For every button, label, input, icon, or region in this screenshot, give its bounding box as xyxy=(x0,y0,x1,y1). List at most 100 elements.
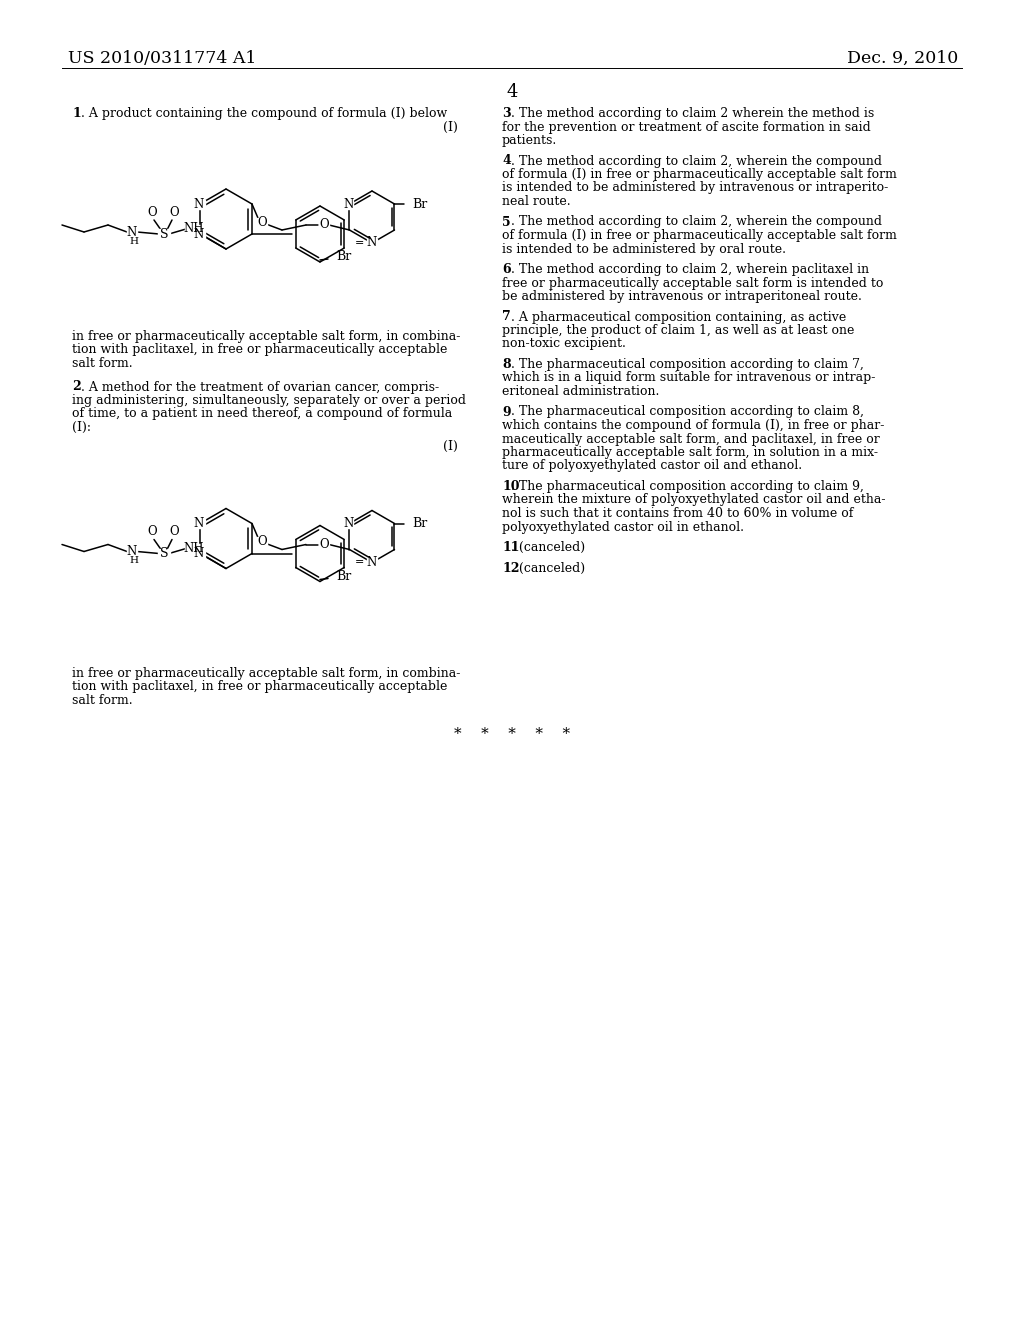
Text: tion with paclitaxel, in free or pharmaceutically acceptable: tion with paclitaxel, in free or pharmac… xyxy=(72,343,447,356)
Text: in free or pharmaceutically acceptable salt form, in combina-: in free or pharmaceutically acceptable s… xyxy=(72,667,461,680)
Bar xyxy=(127,546,137,556)
Text: Dec. 9, 2010: Dec. 9, 2010 xyxy=(847,50,958,67)
Text: ing administering, simultaneously, separately or over a period: ing administering, simultaneously, separ… xyxy=(72,393,466,407)
Text: 7: 7 xyxy=(502,310,511,323)
Text: Br: Br xyxy=(336,251,351,264)
Text: 8: 8 xyxy=(502,358,511,371)
Text: principle, the product of claim 1, as well as at least one: principle, the product of claim 1, as we… xyxy=(502,323,854,337)
Text: N: N xyxy=(343,198,353,210)
Text: N: N xyxy=(367,556,377,569)
Bar xyxy=(367,239,377,248)
Text: N: N xyxy=(127,545,137,558)
Text: NH: NH xyxy=(183,223,204,235)
Text: S: S xyxy=(160,227,168,240)
Text: wherein the mixture of polyoxyethylated castor oil and etha-: wherein the mixture of polyoxyethylated … xyxy=(502,494,886,507)
Text: (I): (I) xyxy=(443,121,458,135)
Bar xyxy=(193,230,205,239)
Bar xyxy=(319,540,329,549)
Text: . A product containing the compound of formula (I) below: . A product containing the compound of f… xyxy=(81,107,447,120)
Text: 12: 12 xyxy=(502,561,519,574)
Bar xyxy=(169,207,179,216)
Bar xyxy=(193,519,205,528)
Text: of time, to a patient in need thereof, a compound of formula: of time, to a patient in need thereof, a… xyxy=(72,408,453,421)
Text: S: S xyxy=(160,546,168,560)
Text: 2: 2 xyxy=(72,380,81,393)
Bar xyxy=(319,220,329,230)
Text: . The method according to claim 2, wherein the compound: . The method according to claim 2, where… xyxy=(511,154,882,168)
Text: which contains the compound of formula (I), in free or phar-: which contains the compound of formula (… xyxy=(502,418,885,432)
Text: 4: 4 xyxy=(506,83,518,102)
Text: . The method according to claim 2 wherein the method is: . The method according to claim 2 wherei… xyxy=(511,107,874,120)
Text: maceutically acceptable salt form, and paclitaxel, in free or: maceutically acceptable salt form, and p… xyxy=(502,433,880,446)
Text: tion with paclitaxel, in free or pharmaceutically acceptable: tion with paclitaxel, in free or pharmac… xyxy=(72,680,447,693)
Text: N: N xyxy=(343,517,353,531)
Text: of formula (I) in free or pharmaceutically acceptable salt form: of formula (I) in free or pharmaceutical… xyxy=(502,168,897,181)
Text: O: O xyxy=(169,206,179,219)
Bar xyxy=(147,527,157,536)
Text: 3: 3 xyxy=(502,107,511,120)
Bar xyxy=(343,199,353,209)
Text: Br: Br xyxy=(336,570,351,583)
Text: O: O xyxy=(257,535,267,548)
Text: free or pharmaceutically acceptable salt form is intended to: free or pharmaceutically acceptable salt… xyxy=(502,276,884,289)
Text: =: = xyxy=(355,557,365,568)
Text: 1: 1 xyxy=(72,107,81,120)
Text: Br: Br xyxy=(413,198,428,210)
Text: salt form.: salt form. xyxy=(72,693,133,706)
Text: which is in a liquid form suitable for intravenous or intrap-: which is in a liquid form suitable for i… xyxy=(502,371,876,384)
Bar xyxy=(367,558,377,568)
Text: 6: 6 xyxy=(502,263,511,276)
Text: =: = xyxy=(355,238,365,248)
Text: (I): (I) xyxy=(443,440,458,453)
Text: N: N xyxy=(194,227,204,240)
Text: NH: NH xyxy=(183,543,204,554)
Text: in free or pharmaceutically acceptable salt form, in combina-: in free or pharmaceutically acceptable s… xyxy=(72,330,461,343)
Text: salt form.: salt form. xyxy=(72,356,133,370)
Text: H: H xyxy=(129,556,138,565)
Text: US 2010/0311774 A1: US 2010/0311774 A1 xyxy=(68,50,256,67)
Text: N: N xyxy=(194,546,204,560)
Bar xyxy=(158,228,170,239)
Bar xyxy=(127,227,137,236)
Text: (I):: (I): xyxy=(72,421,91,434)
Text: O: O xyxy=(169,525,179,539)
Bar xyxy=(158,549,170,558)
Text: . (canceled): . (canceled) xyxy=(511,561,585,574)
Text: ture of polyoxyethylated castor oil and ethanol.: ture of polyoxyethylated castor oil and … xyxy=(502,459,802,473)
Bar xyxy=(185,544,203,553)
Text: non-toxic excipient.: non-toxic excipient. xyxy=(502,338,626,351)
Text: of formula (I) in free or pharmaceutically acceptable salt form: of formula (I) in free or pharmaceutical… xyxy=(502,228,897,242)
Text: . (canceled): . (canceled) xyxy=(511,541,585,554)
Text: 9: 9 xyxy=(502,405,511,418)
Bar xyxy=(193,549,205,558)
Text: for the prevention or treatment of ascite formation in said: for the prevention or treatment of ascit… xyxy=(502,120,870,133)
Text: Br: Br xyxy=(413,517,428,531)
Bar xyxy=(257,537,267,546)
Text: 11: 11 xyxy=(502,541,519,554)
Text: 10: 10 xyxy=(502,480,519,492)
Text: . The method according to claim 2, wherein paclitaxel in: . The method according to claim 2, where… xyxy=(511,263,869,276)
Bar xyxy=(147,207,157,216)
Text: . The pharmaceutical composition according to claim 8,: . The pharmaceutical composition accordi… xyxy=(511,405,864,418)
Bar xyxy=(185,224,203,234)
Text: be administered by intravenous or intraperitoneal route.: be administered by intravenous or intrap… xyxy=(502,290,862,304)
Text: pharmaceutically acceptable salt form, in solution in a mix-: pharmaceutically acceptable salt form, i… xyxy=(502,446,878,459)
Text: O: O xyxy=(147,206,157,219)
Text: O: O xyxy=(147,525,157,539)
Text: eritoneal administration.: eritoneal administration. xyxy=(502,385,659,399)
Text: N: N xyxy=(127,226,137,239)
Text: N: N xyxy=(194,198,204,210)
Text: H: H xyxy=(129,236,138,246)
Text: O: O xyxy=(257,215,267,228)
Text: 4: 4 xyxy=(502,154,511,168)
Text: *    *    *    *    *: * * * * * xyxy=(454,727,570,741)
Text: . A pharmaceutical composition containing, as active: . A pharmaceutical composition containin… xyxy=(511,310,846,323)
Text: nol is such that it contains from 40 to 60% in volume of: nol is such that it contains from 40 to … xyxy=(502,507,853,520)
Text: . The pharmaceutical composition according to claim 9,: . The pharmaceutical composition accordi… xyxy=(511,480,864,492)
Text: patients.: patients. xyxy=(502,135,557,147)
Bar xyxy=(257,218,267,227)
Text: O: O xyxy=(319,539,329,550)
Text: . The method according to claim 2, wherein the compound: . The method according to claim 2, where… xyxy=(511,215,882,228)
Text: O: O xyxy=(319,219,329,231)
Bar xyxy=(193,199,205,209)
